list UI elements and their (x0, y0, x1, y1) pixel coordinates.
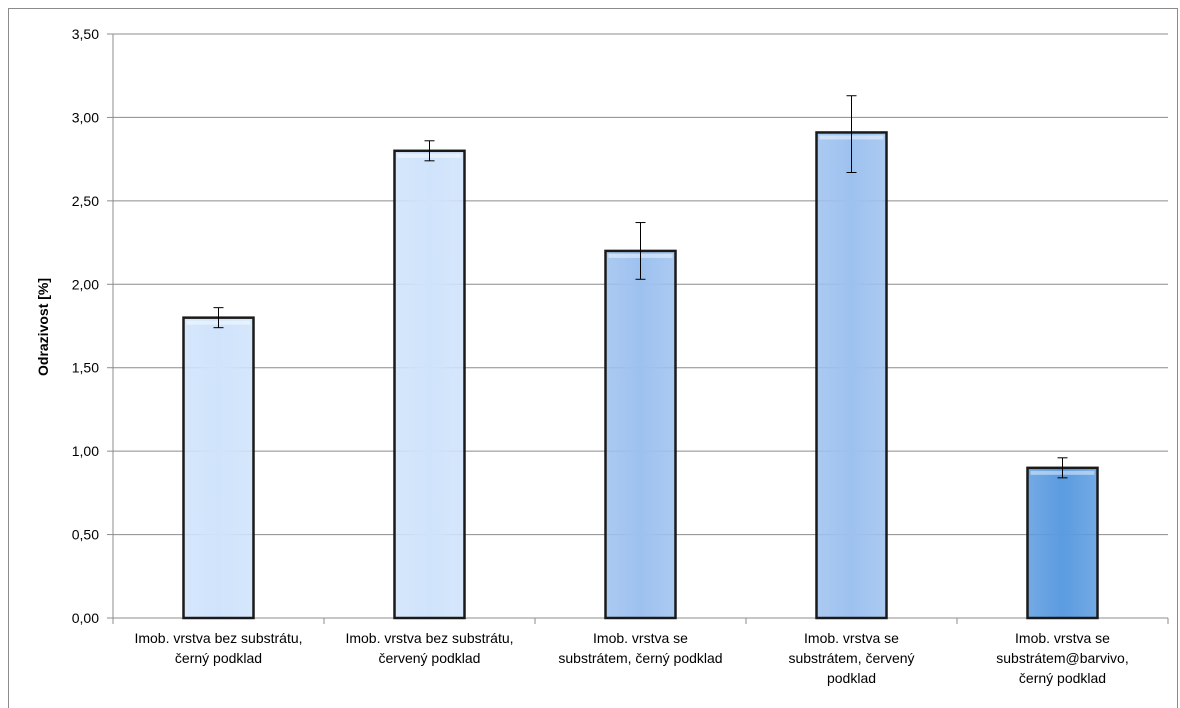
x-category-label-line: Imob. vrstva se (1015, 630, 1110, 646)
y-tick-label: 1,50 (72, 360, 99, 376)
y-tick-label: 0,00 (72, 610, 99, 626)
x-category-label: Imob. vrstva se substrátem, červený podkla… (788, 630, 914, 686)
bar (604, 249, 677, 620)
bar (1026, 466, 1099, 620)
x-category-label-line: černý podklad (1019, 670, 1106, 686)
y-tick-label: 3,00 (72, 109, 99, 125)
y-tick-label: 3,50 (72, 26, 99, 42)
x-category-label: Imob. vrstva se substrátem@barvivo, černý … (996, 630, 1128, 686)
y-tick-label: 2,00 (72, 276, 99, 292)
x-category-label-line: Imob. vrstva se (593, 630, 688, 646)
labels: 0,00 0,50 1,00 1,50 2,00 2,50 3,00 3,50 Imob. vr… (72, 26, 1129, 686)
x-category-label-line: substrátem@barvivo, (996, 650, 1128, 666)
x-category-label: Imob. vrstva se substrátem, černý podklad (558, 630, 722, 666)
bars (182, 95, 1099, 620)
x-category-label-line: Imob. vrstva se (804, 630, 899, 646)
y-tick-label: 1,00 (72, 443, 99, 459)
x-category-label: Imob. vrstva bez substrátu, černý podklad (134, 630, 302, 666)
x-category-label-line: červený podklad (379, 650, 481, 666)
x-category-label-line: Imob. vrstva bez substrátu, (345, 630, 513, 646)
x-category-label-line: podklad (827, 670, 876, 686)
chart-frame (8, 8, 1178, 708)
bar (393, 149, 466, 620)
x-category-label-line: substrátem, červený (788, 650, 914, 666)
x-category-label-line: substrátem, černý podklad (558, 650, 722, 666)
y-axis-label: Odrazivost [%] (35, 278, 51, 376)
bar (815, 131, 888, 620)
y-tick-label: 0,50 (72, 527, 99, 543)
x-category-label: Imob. vrstva bez substrátu, červený podkl… (345, 630, 513, 666)
y-tick-label: 2,50 (72, 193, 99, 209)
x-category-label-line: černý podklad (175, 650, 262, 666)
x-category-label-line: Imob. vrstva bez substrátu, (134, 630, 302, 646)
bar (182, 316, 255, 620)
